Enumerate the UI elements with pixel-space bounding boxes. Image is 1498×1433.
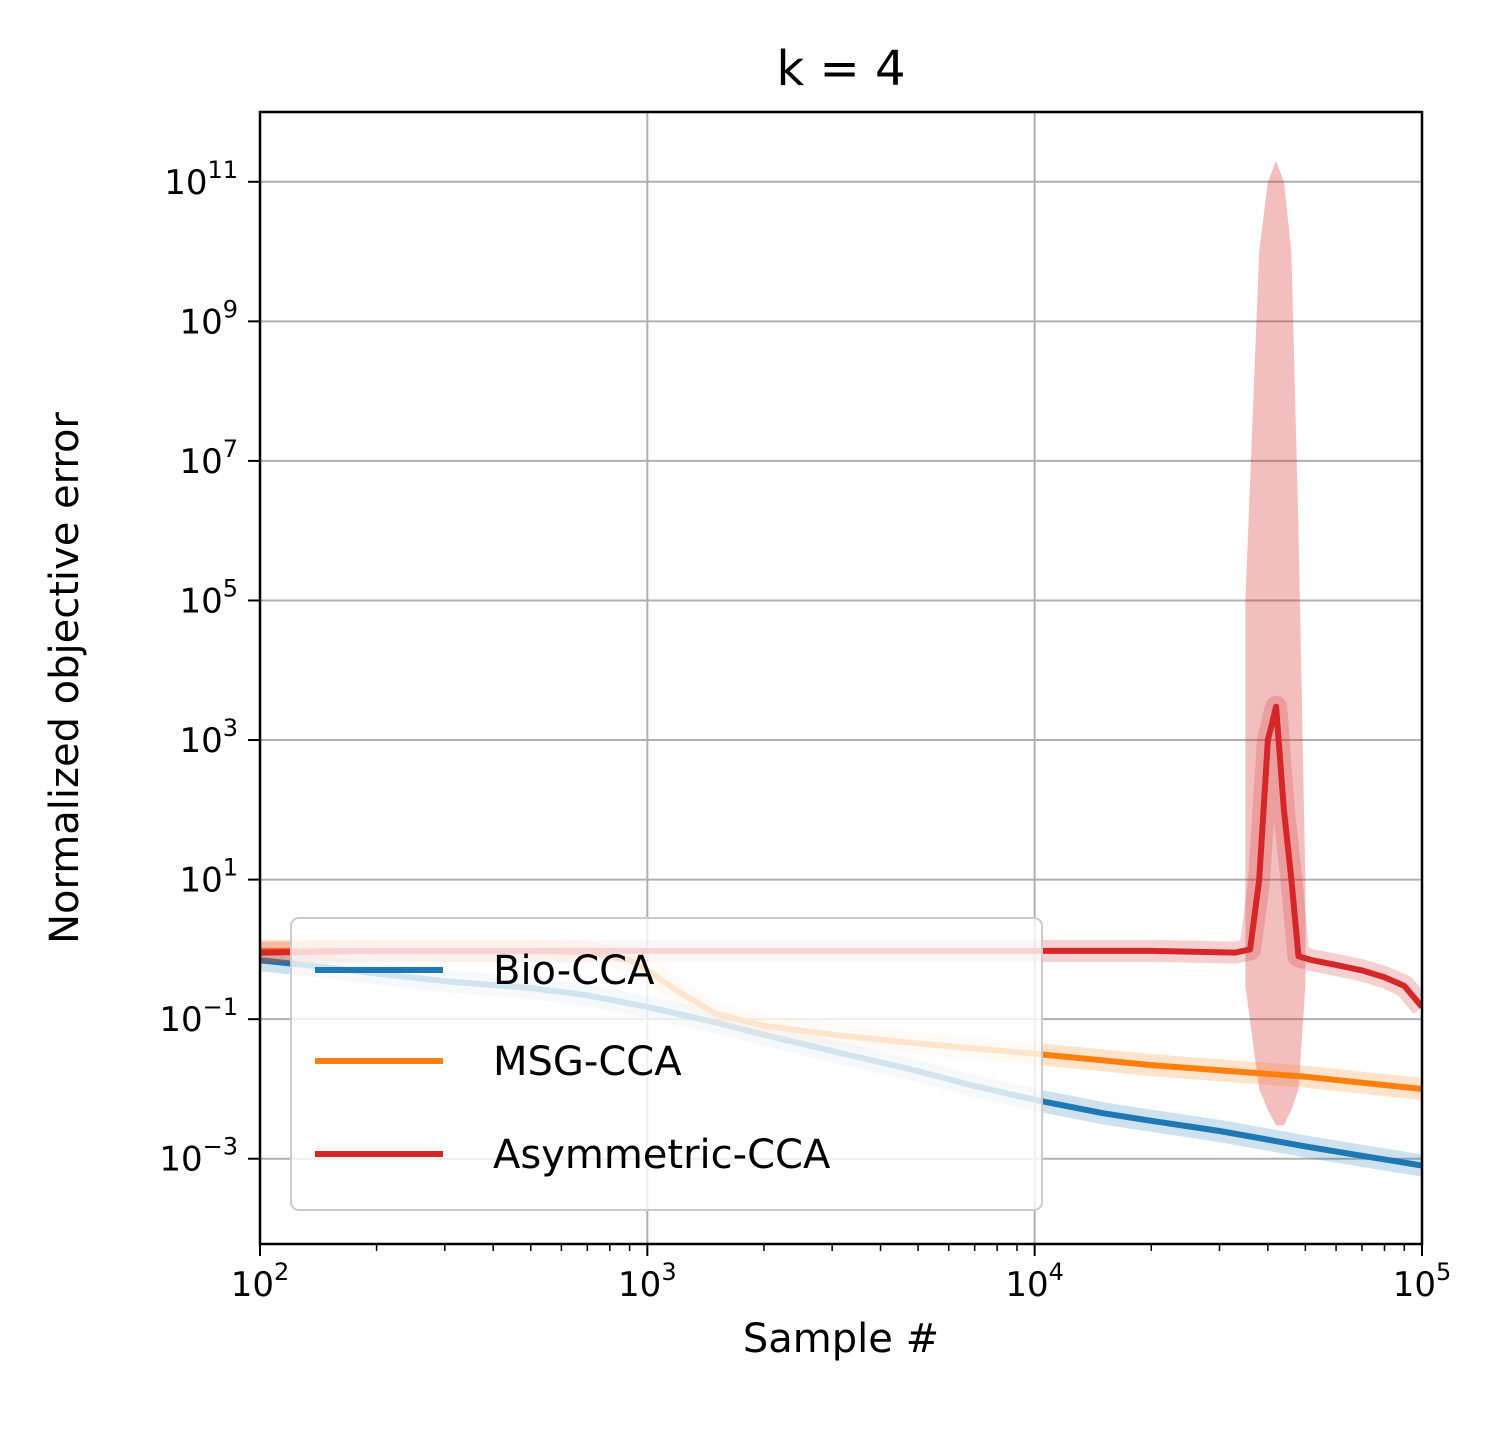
y-axis-label: Normalized objective error [42, 412, 88, 944]
chart-title: k = 4 [776, 41, 905, 97]
y-tick-label: 101 [179, 854, 238, 901]
x-tick-label: 105 [1393, 1258, 1452, 1305]
y-tick-label: 109 [179, 295, 238, 342]
legend-label-msg-cca: MSG-CCA [493, 1039, 682, 1085]
x-tick-label: 102 [231, 1258, 290, 1305]
legend-label-asymmetric-cca: Asymmetric-CCA [493, 1132, 831, 1178]
y-tick-label: 1011 [164, 156, 238, 203]
y-axis-ticks: 10−3 10−1 101 103 105 107 109 1011 [159, 156, 260, 1180]
x-axis-label: Sample # [743, 1316, 939, 1362]
x-tick-label: 104 [1005, 1258, 1064, 1305]
legend-box [290, 917, 1043, 1211]
y-tick-label: 103 [179, 714, 238, 761]
y-tick-label: 107 [179, 435, 238, 482]
x-tick-label: 103 [618, 1258, 677, 1305]
x-axis-ticks: 102 103 104 105 [231, 1244, 1452, 1305]
legend-label-bio-cca: Bio-CCA [493, 948, 655, 994]
y-tick-label: 105 [179, 574, 238, 621]
y-tick-label: 10−1 [159, 993, 238, 1040]
legend: Bio-CCA MSG-CCA Asymmetric-CCA [290, 917, 1043, 1211]
plot-frame [258, 110, 1424, 1246]
y-tick-label: 10−3 [159, 1133, 238, 1180]
